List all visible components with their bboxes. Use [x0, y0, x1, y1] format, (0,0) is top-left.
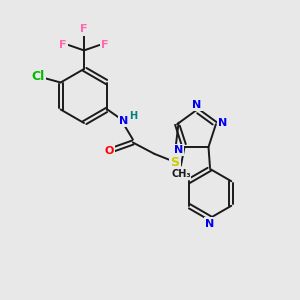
Text: N: N	[218, 118, 227, 128]
Text: N: N	[119, 116, 128, 126]
Text: H: H	[129, 110, 137, 121]
Text: S: S	[170, 156, 179, 169]
Text: F: F	[59, 40, 67, 50]
Text: N: N	[206, 218, 214, 229]
Text: O: O	[104, 146, 114, 156]
Text: N: N	[193, 100, 202, 110]
Text: CH₃: CH₃	[171, 169, 191, 179]
Text: N: N	[174, 145, 183, 155]
Text: F: F	[101, 40, 109, 50]
Text: F: F	[80, 24, 88, 34]
Text: Cl: Cl	[31, 70, 44, 83]
